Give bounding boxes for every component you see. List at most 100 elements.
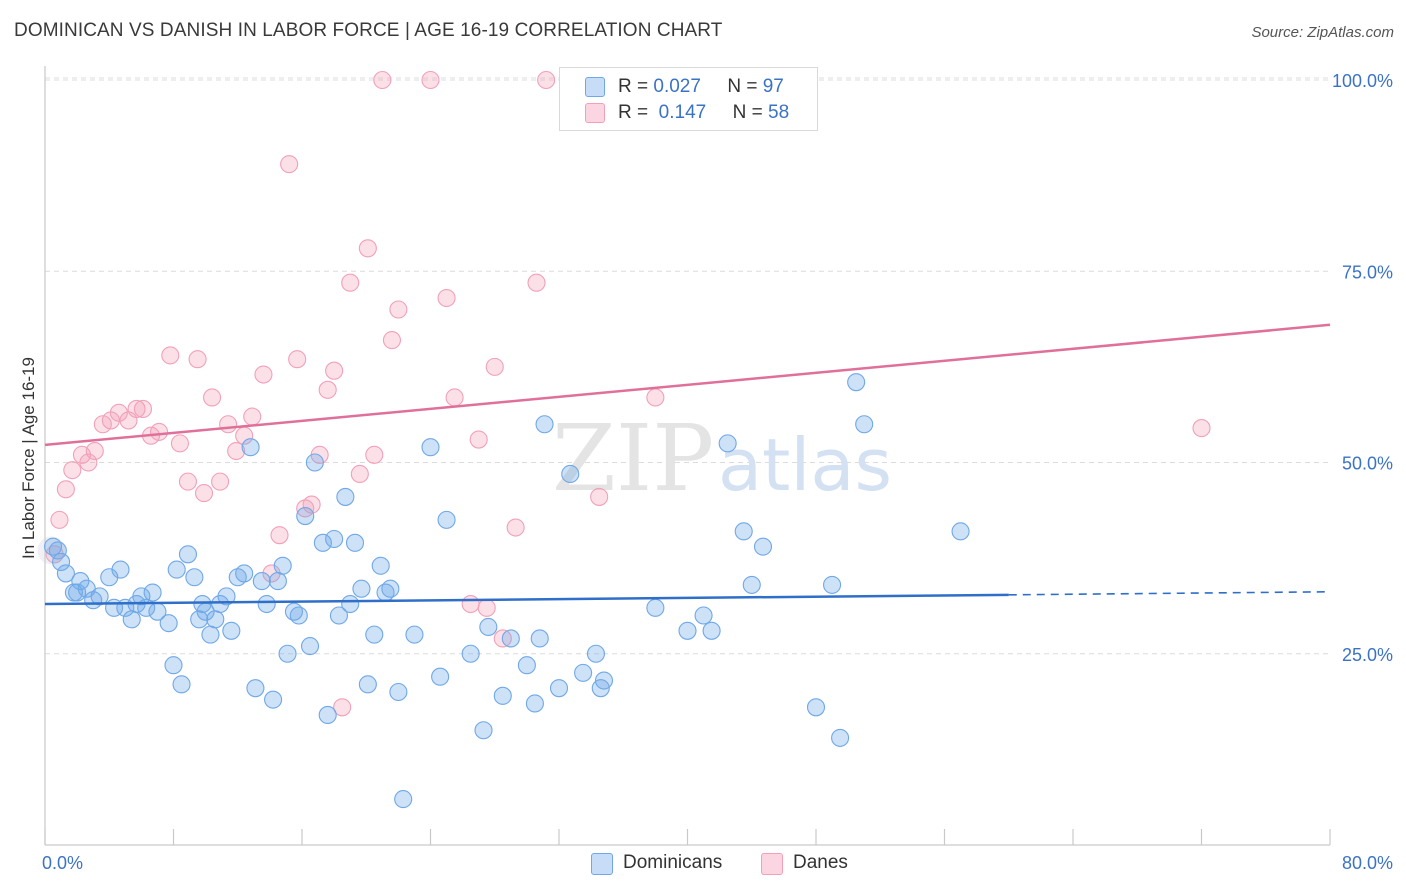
point-dane <box>127 399 146 419</box>
point-dominican <box>172 675 191 694</box>
watermark-zip: ZIP <box>552 405 714 512</box>
point-dominican <box>525 694 544 713</box>
y-tick-label: 75.0% <box>1342 262 1393 282</box>
point-dominican <box>48 541 67 560</box>
point-dane <box>318 380 337 399</box>
point-dominican <box>855 415 874 434</box>
point-dominican <box>694 606 713 625</box>
point-dane <box>149 422 169 441</box>
axes <box>44 66 1331 846</box>
point-dominican <box>211 594 230 614</box>
bottom-legend-label-dominicans: Dominicans <box>623 852 723 873</box>
point-dominican <box>479 617 498 637</box>
point-dominican <box>143 583 162 602</box>
chart-title: DOMINICAN VS DANISH IN LABOR FORCE | AGE… <box>14 20 723 41</box>
point-dominican <box>561 464 580 484</box>
point-dane <box>485 357 504 376</box>
x-tick-label-min: 0.0% <box>42 853 83 873</box>
legend-r-value-dominicans: 0.027 <box>653 76 701 97</box>
point-dominican <box>381 579 400 598</box>
point-dominican <box>222 621 241 640</box>
y-tick-label: 25.0% <box>1342 645 1393 665</box>
point-dane <box>341 273 360 292</box>
legend-n-label: N = <box>732 102 763 123</box>
point-dominican <box>305 453 324 472</box>
point-dane <box>537 70 556 90</box>
point-dane <box>161 346 180 365</box>
point-dane <box>56 480 75 499</box>
point-dominican <box>278 644 297 663</box>
point-dominican <box>365 625 384 644</box>
point-dane <box>469 430 488 449</box>
point-dominican <box>313 533 332 552</box>
point-dominican <box>264 690 283 709</box>
point-dominican <box>252 572 271 591</box>
point-dane <box>50 510 69 529</box>
point-dane <box>477 598 496 617</box>
point-dominican <box>574 663 593 682</box>
point-dominican <box>336 487 355 506</box>
legend-n-value-dominicans: 97 <box>762 76 784 97</box>
point-dane <box>188 350 207 369</box>
point-dane <box>243 407 262 426</box>
legend-r-value-danes: 0.147 <box>658 102 707 123</box>
point-dominican <box>90 587 109 606</box>
point-dane <box>219 415 238 434</box>
point-dominican <box>296 506 315 526</box>
point-dominican <box>122 610 141 629</box>
bottom-legend-dominicans[interactable]: Dominicans <box>591 851 741 877</box>
point-dominican <box>358 675 377 694</box>
point-dane <box>194 484 214 503</box>
point-dane <box>382 331 402 350</box>
point-dominican <box>474 721 493 740</box>
point-dominican <box>753 537 773 556</box>
point-dominican <box>831 728 850 747</box>
legend-swatch-danes <box>585 103 605 123</box>
point-dominican <box>586 644 605 663</box>
point-dane <box>203 388 222 407</box>
point-dominican <box>235 564 254 583</box>
point-dominican <box>167 560 186 579</box>
point-dane <box>227 441 246 461</box>
point-dane <box>302 495 321 514</box>
point-dominican <box>352 579 371 598</box>
point-dominican <box>193 594 212 614</box>
y-axis-title: In Labor Force | Age 16-19 <box>19 357 38 559</box>
point-dominican <box>325 529 344 549</box>
point-dane <box>63 461 82 480</box>
series-danes <box>37 70 1211 717</box>
point-dominican <box>345 533 365 552</box>
x-tick-label-max: 80.0% <box>1342 853 1393 873</box>
point-dominican <box>190 610 209 629</box>
chart-source: Source: ZipAtlas.com <box>1251 24 1394 41</box>
axis-labels: 25.0% 50.0% 75.0% 100.0% 0.0% 80.0% <box>42 71 1393 873</box>
point-dominican <box>431 667 450 686</box>
point-cluster <box>37 536 66 565</box>
point-dane <box>178 472 198 491</box>
point-dominican <box>742 575 761 594</box>
point-dominican <box>702 621 721 640</box>
point-dominican <box>289 606 308 625</box>
point-dane <box>79 453 98 472</box>
legend-r-label: R = <box>618 76 649 97</box>
point-dominican <box>951 522 970 541</box>
point-dominican <box>273 556 292 575</box>
point-dominican <box>493 686 512 705</box>
point-dane <box>254 365 273 384</box>
legend-r-label: R = <box>618 102 649 123</box>
point-dominican <box>68 583 87 602</box>
point-dominican <box>246 679 265 698</box>
point-dane <box>109 403 128 422</box>
point-dominican <box>823 575 842 594</box>
y-tick-label: 100.0% <box>1332 71 1393 91</box>
point-dominican <box>535 415 554 434</box>
point-dane <box>325 361 344 380</box>
bottom-legend-swatch-dominicans <box>591 853 613 875</box>
point-dominican <box>257 594 276 614</box>
point-dane <box>445 388 464 407</box>
bottom-legend-label-danes: Danes <box>793 852 848 873</box>
point-dominican <box>132 587 151 606</box>
point-dominican <box>461 644 480 663</box>
bottom-legend-danes[interactable]: Danes <box>761 851 861 877</box>
